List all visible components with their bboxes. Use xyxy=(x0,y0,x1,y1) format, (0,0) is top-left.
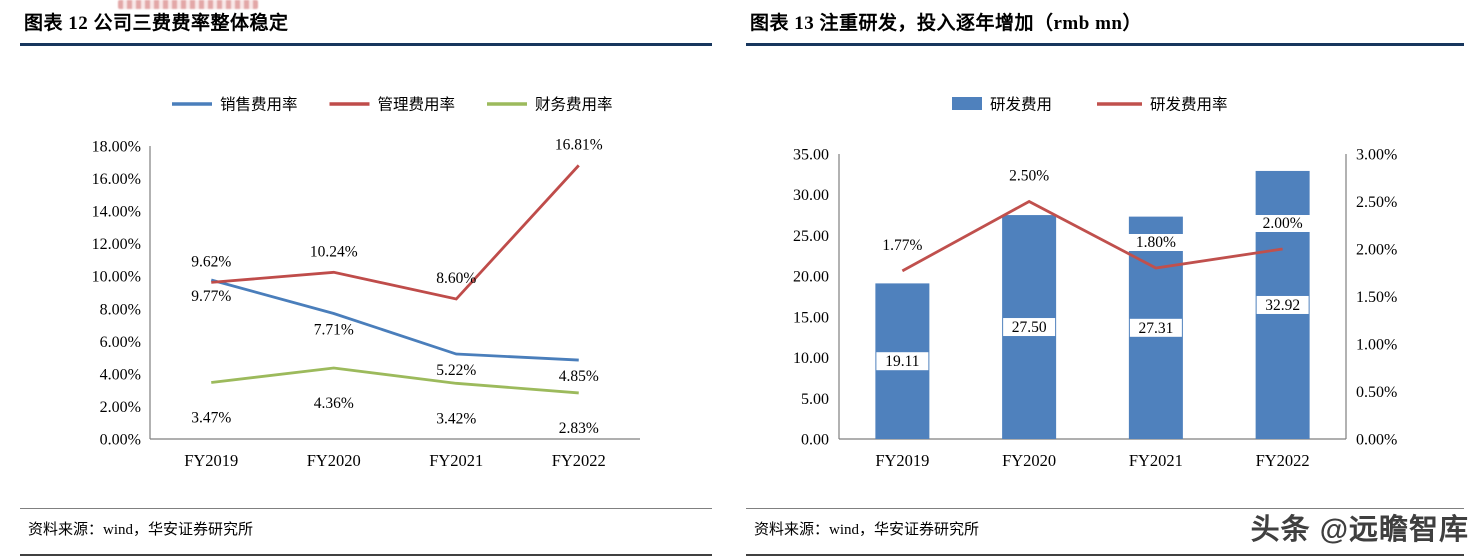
legend-label: 研发费用 xyxy=(990,96,1052,114)
data-label-bg xyxy=(1254,215,1311,232)
y-tick-label-left: 30.00 xyxy=(793,187,829,204)
x-tick-label: FY2022 xyxy=(1256,451,1310,470)
y-tick-label: 10.00% xyxy=(92,269,141,286)
data-label-bg xyxy=(1129,318,1182,337)
y-tick-label-right: 3.00% xyxy=(1356,147,1397,164)
data-label: 27.31 xyxy=(1138,320,1173,337)
data-label-bg xyxy=(874,236,931,254)
y-tick-label-left: 25.00 xyxy=(793,228,829,245)
y-tick-label-left: 0.00 xyxy=(801,432,829,449)
figure-13-source: 资料来源：wind，华安证券研究所 xyxy=(746,508,1464,556)
data-label: 27.50 xyxy=(1012,319,1047,336)
figure-13-title: 图表 13 注重研发，投入逐年增加（rmb mn） xyxy=(746,0,1464,46)
data-label: 10.24% xyxy=(310,243,358,260)
data-label: 1.77% xyxy=(882,237,922,254)
data-label-bg xyxy=(1001,167,1058,185)
series-line xyxy=(210,278,579,362)
data-label: 4.85% xyxy=(559,368,599,385)
x-tick-label: FY2019 xyxy=(875,451,929,470)
data-label: 1.80% xyxy=(1136,234,1176,251)
data-label: 2.83% xyxy=(559,420,599,437)
y-tick-label: 6.00% xyxy=(100,334,141,351)
y-tick-label-left: 35.00 xyxy=(793,147,829,164)
x-tick-label: FY2022 xyxy=(552,451,606,470)
legend-swatch-bar xyxy=(952,97,982,110)
legend-label: 财务费用率 xyxy=(535,96,613,114)
figure-13-panel: 图表 13 注重研发，投入逐年增加（rmb mn） 0.00 5.00 10.00 1… xyxy=(746,0,1464,556)
data-label: 4.36% xyxy=(314,395,354,412)
data-label: 9.77% xyxy=(191,288,231,305)
y-tick-label-left: 15.00 xyxy=(793,309,829,326)
watermark-text: 头条 @远瞻智库 xyxy=(1250,514,1469,546)
y-tick-label-right: 0.50% xyxy=(1356,384,1397,401)
y-tick-label-left: 5.00 xyxy=(801,391,829,408)
data-label-bg xyxy=(1127,234,1184,251)
x-tick-label: FY2020 xyxy=(1002,451,1056,470)
figure-12-source: 资料来源：wind，华安证券研究所 xyxy=(20,508,712,556)
x-tick-label: FY2021 xyxy=(429,451,483,470)
y-tick-label: 14.00% xyxy=(92,204,141,221)
y-tick-label-left: 10.00 xyxy=(793,350,829,367)
data-label: 32.92 xyxy=(1265,297,1300,314)
y-tick-label: 2.00% xyxy=(100,399,141,416)
data-label-bg xyxy=(1256,295,1309,314)
y-tick-label-right: 2.00% xyxy=(1356,242,1397,259)
data-label: 9.62% xyxy=(191,253,231,270)
data-label: 19.11 xyxy=(885,353,919,370)
legend-label: 研发费用率 xyxy=(1150,96,1228,114)
expense-ratio-line-chart: 0.00% 2.00% 4.00% 6.00% 8.00% 10.00% 12.00% 14.… xyxy=(92,96,640,470)
figure-12-panel: 图表 12 公司三费费率整体稳定 0.00% 2.00% 4.00% 6.00% 8.0… xyxy=(20,0,712,556)
data-label: 3.47% xyxy=(191,410,231,427)
rnd-expense-combo-chart: 0.00 5.00 10.00 15.00 20.00 25.00 30.00 35.00 0.… xyxy=(793,96,1397,471)
series-line xyxy=(901,199,1283,273)
x-tick-label: FY2019 xyxy=(184,451,238,470)
series-line xyxy=(211,366,579,395)
x-tick-label: FY2021 xyxy=(1129,451,1183,470)
y-tick-label: 18.00% xyxy=(92,139,141,156)
y-tick-label-right: 1.50% xyxy=(1356,289,1397,306)
data-label: 3.42% xyxy=(436,410,476,427)
y-tick-label: 12.00% xyxy=(92,236,141,253)
y-tick-label-right: 2.50% xyxy=(1356,194,1397,211)
data-label: 2.00% xyxy=(1263,215,1303,232)
x-tick-label: FY2020 xyxy=(307,451,361,470)
y-tick-label-right: 1.00% xyxy=(1356,337,1397,354)
y-tick-label: 4.00% xyxy=(100,366,141,383)
data-label: 7.71% xyxy=(314,321,354,338)
series-line xyxy=(211,164,580,301)
y-tick-label-left: 20.00 xyxy=(793,269,829,286)
data-label-bg xyxy=(1003,318,1056,337)
y-tick-label: 0.00% xyxy=(100,432,141,449)
data-label: 8.60% xyxy=(436,270,476,287)
y-tick-label-right: 0.00% xyxy=(1356,432,1397,449)
data-label: 2.50% xyxy=(1009,168,1049,185)
data-label-bg xyxy=(876,352,929,371)
legend-label: 管理费用率 xyxy=(378,96,456,114)
legend-label: 销售费用率 xyxy=(220,96,298,114)
red-watermark-smudge xyxy=(118,0,258,9)
y-tick-label: 8.00% xyxy=(100,301,141,318)
data-label: 16.81% xyxy=(555,136,603,153)
y-tick-label: 16.00% xyxy=(92,171,141,188)
figure-12-title: 图表 12 公司三费费率整体稳定 xyxy=(20,0,712,46)
data-label: 5.22% xyxy=(436,362,476,379)
